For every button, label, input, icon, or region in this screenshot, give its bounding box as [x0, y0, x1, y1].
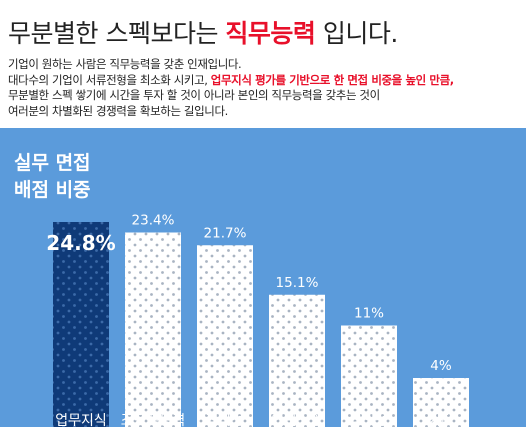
bar-1: [53, 222, 109, 427]
headline-highlight: 직무능력: [225, 19, 316, 48]
bar-4: [269, 294, 325, 427]
value-label-5: 11%: [354, 306, 384, 322]
intro-paragraph: 기업이 원하는 사람은 직무능력을 갖춘 인재입니다. 대다수의 기업이 서류전…: [8, 57, 523, 119]
bars-group: [53, 222, 469, 427]
intro-line-2-prefix: 대다수의 기업이 서류전형을 최소화 시키고,: [8, 72, 211, 87]
bar-3: [197, 245, 253, 427]
value-label-2: 23.4%: [132, 213, 175, 229]
chart-title-line-2: 배점 비중: [14, 179, 91, 201]
intro-line-2: 대다수의 기업이 서류전형을 최소화 시키고, 업무지식 평가를 기반으로 한 …: [8, 73, 523, 89]
value-label-3: 21.7%: [204, 225, 247, 241]
intro-line-4: 여러분의 차별화된 경쟁력을 확보하는 길입니다.: [8, 103, 228, 118]
category-label-3: 적극성: [206, 413, 245, 427]
headline-prefix: 무분별한 스펙보다는: [8, 19, 226, 48]
category-label-4: 인문소양: [271, 413, 323, 427]
category-label-6: 기타: [428, 413, 454, 427]
headline-suffix: 입니다.: [315, 19, 398, 48]
bar-2: [125, 232, 181, 427]
intro-line-1: 기업이 원하는 사람은 직무능력을 갖춘 인재입니다.: [8, 57, 242, 71]
bar-5: [341, 325, 397, 427]
intro-line-3: 무분별한 스펙 쌓기에 시간을 투자 할 것이 아니라 본인의 직무능력을 갖추…: [8, 88, 380, 102]
chart-title: 실무 면접 배점 비중: [14, 150, 91, 204]
category-label-5: 창의성: [350, 413, 389, 427]
header-section: 무분별한 스펙보다는 직무능력 입니다. 기업이 원하는 사람은 직무능력을 갖…: [0, 0, 526, 128]
labels-group: 24.8% 업무지식 23.4% 조직적응력 21.7% 적극성 15.1% 인문소양 11% 창…: [46, 213, 454, 427]
page-headline: 무분별한 스펙보다는 직무능력 입니다.: [8, 14, 398, 50]
category-label-2: 조직적응력: [121, 413, 185, 427]
value-label-4: 15.1%: [276, 275, 319, 291]
value-label-6: 4%: [430, 358, 452, 374]
value-label-1: 24.8%: [46, 231, 115, 255]
bar-6: [413, 378, 469, 427]
intro-line-2-highlight: 업무지식 평가를 기반으로 한 면접 비중을 높인 만큼,: [210, 72, 454, 87]
chart-title-line-1: 실무 면접: [14, 152, 91, 174]
category-label-1: 업무지식: [55, 413, 107, 427]
